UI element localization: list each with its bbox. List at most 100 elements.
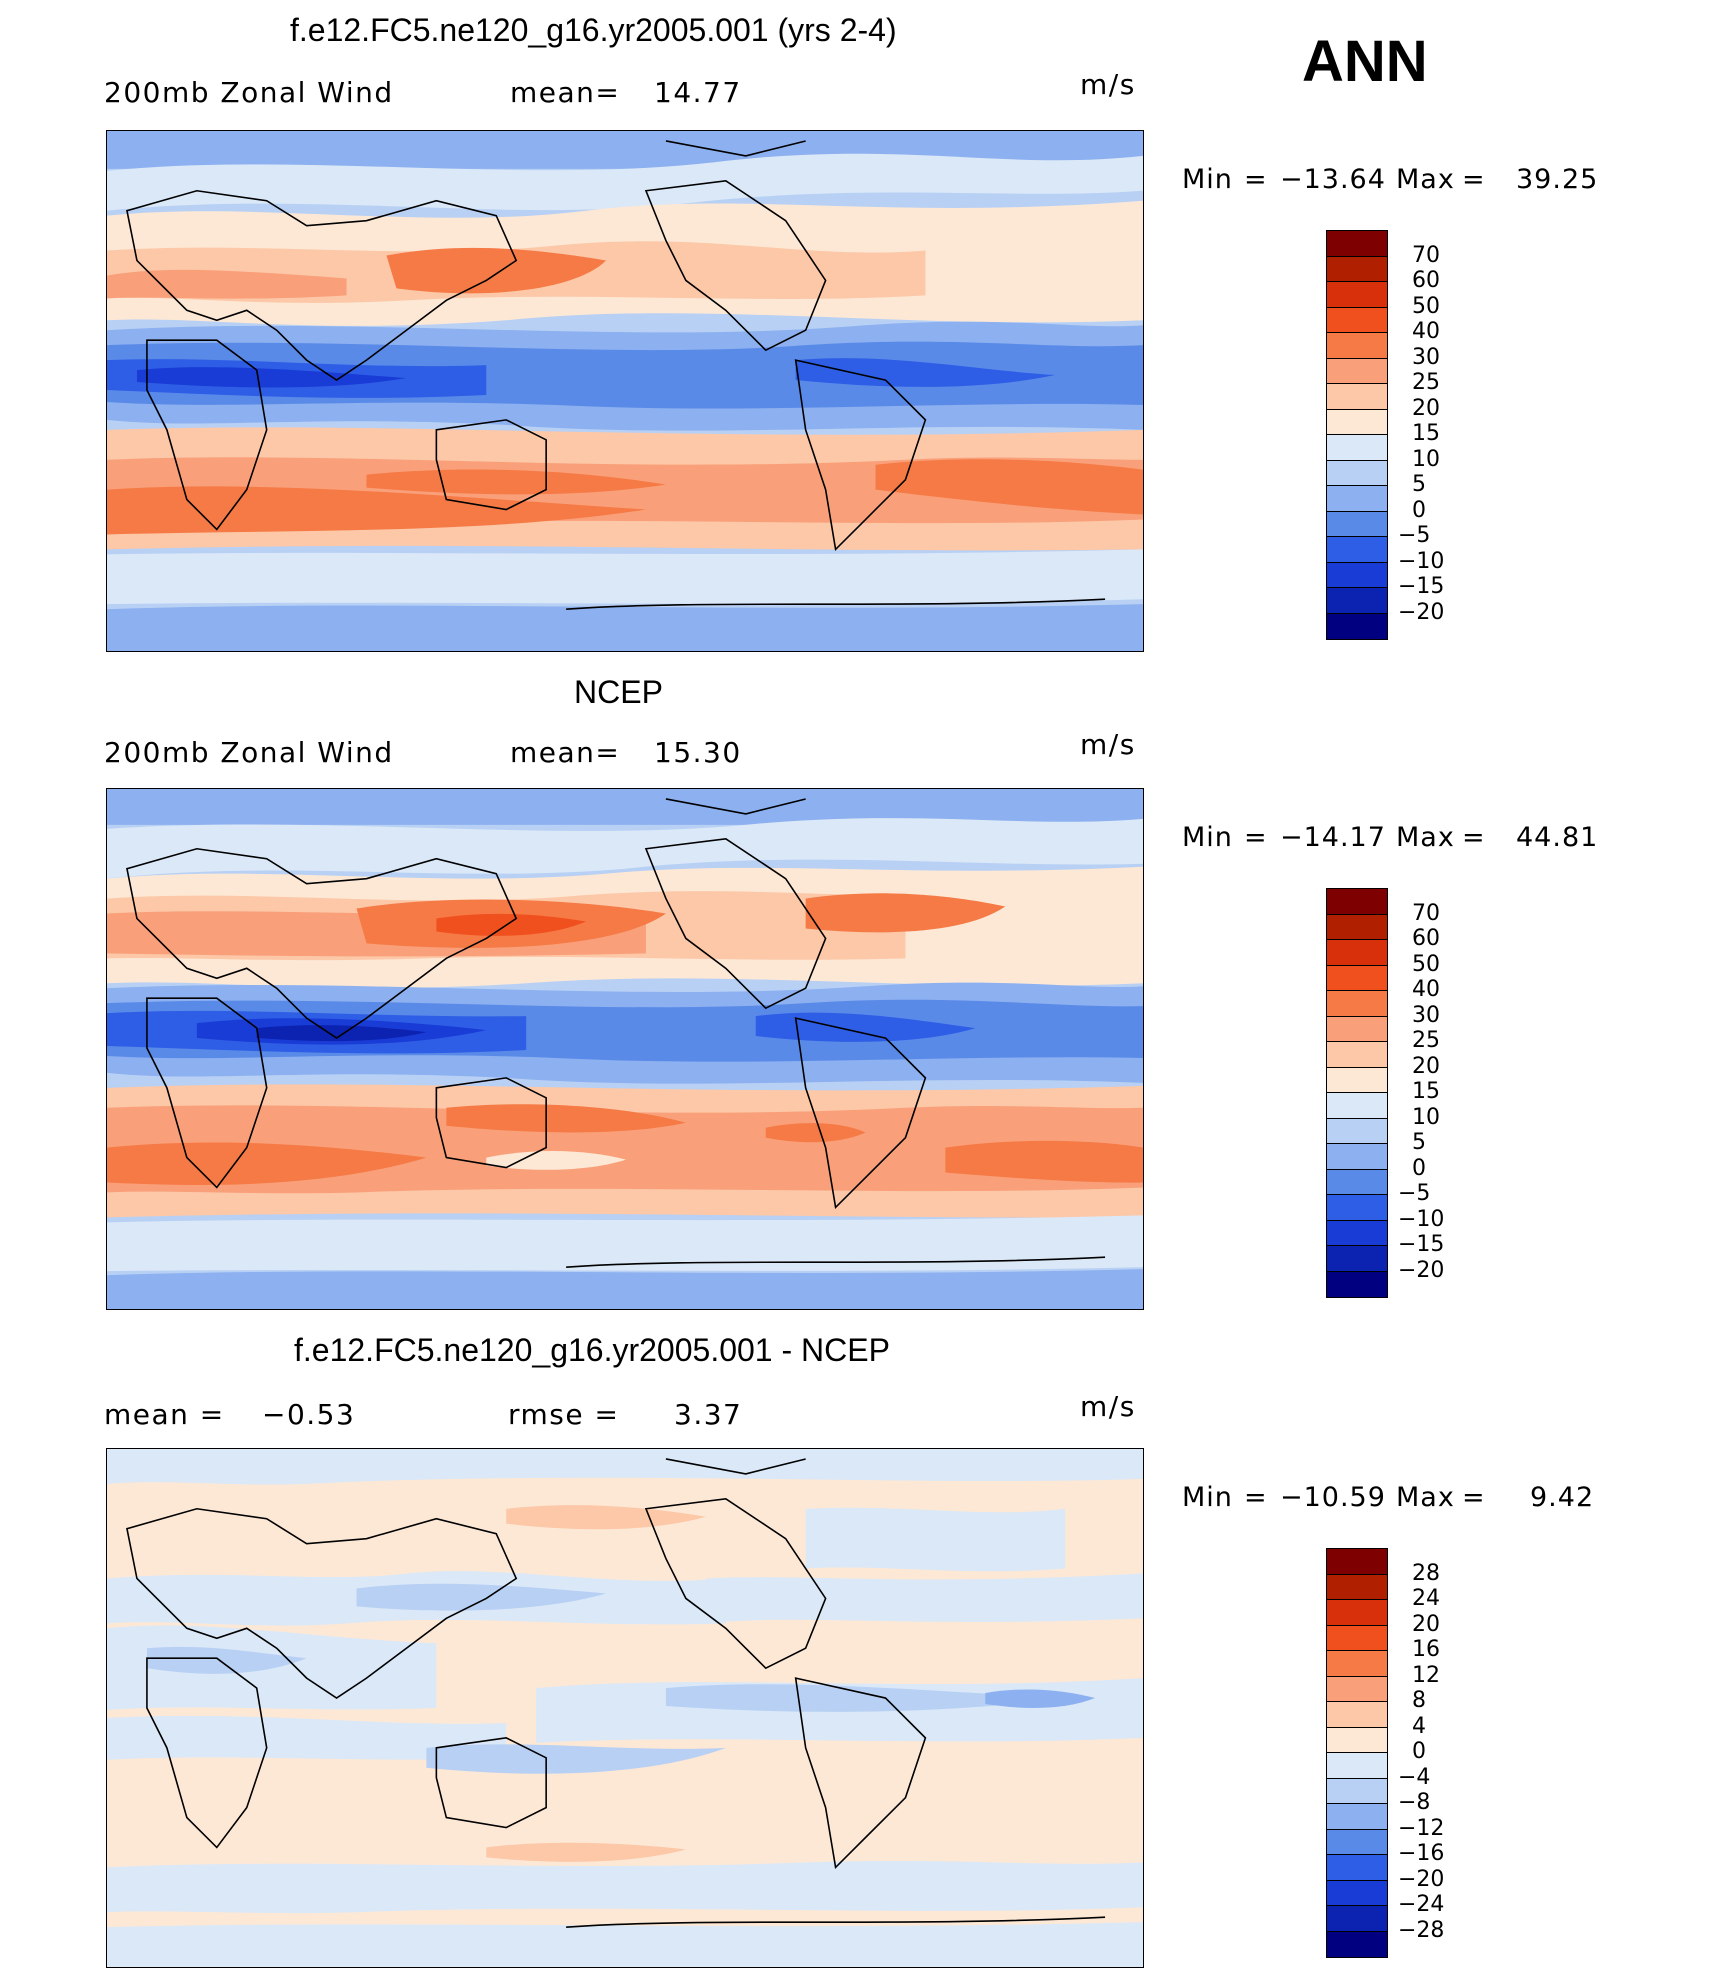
panel3-max-value: 9.42 [1530, 1482, 1595, 1513]
panel1-min-label: Min [1182, 164, 1233, 195]
colorbar-swatch [1327, 1042, 1387, 1068]
panel1-eq1: = [1244, 164, 1268, 195]
colorbar-tick-label: 0 [1412, 1155, 1426, 1181]
colorbar-swatch [1327, 1829, 1387, 1855]
colorbar-swatch [1327, 537, 1387, 563]
panel2-min-label: Min [1182, 822, 1233, 853]
panel1-colorbar [1326, 230, 1388, 640]
panel1-units: m/s [1080, 68, 1136, 101]
colorbar-swatch [1327, 1574, 1387, 1600]
colorbar-swatch [1327, 1220, 1387, 1246]
colorbar-tick-label: −10 [1398, 548, 1445, 574]
colorbar-tick-label: 8 [1412, 1688, 1426, 1713]
season-label: ANN [1302, 29, 1428, 94]
panel2-colorbar [1326, 888, 1388, 1298]
colorbar-tick-label: 12 [1412, 1662, 1440, 1688]
colorbar-tick-label: 70 [1412, 242, 1440, 268]
colorbar-swatch [1327, 991, 1387, 1017]
panel3-title: f.e12.FC5.ne120_g16.yr2005.001 - NCEP [294, 1332, 890, 1368]
colorbar-tick-label: −4 [1398, 1764, 1431, 1790]
colorbar-swatch [1327, 511, 1387, 537]
colorbar-tick-label: 40 [1412, 319, 1440, 344]
colorbar-tick-label: 20 [1412, 395, 1440, 421]
panel3-max-label: Max [1396, 1482, 1455, 1513]
colorbar-swatch [1327, 1702, 1387, 1728]
colorbar-tick-label: 5 [1412, 1130, 1426, 1155]
colorbar-swatch [1327, 1778, 1387, 1804]
colorbar-tick-label: −15 [1398, 1232, 1445, 1257]
colorbar-tick-label: −10 [1398, 1206, 1445, 1232]
panel2-mean-value: 15.30 [654, 736, 742, 769]
panel1-colorbar-ticks: 70 60 50 40 30 25 20 15 10 5 0 −5 −10 −15 −20 [1398, 230, 1478, 640]
colorbar-swatch [1327, 1169, 1387, 1195]
colorbar-swatch [1327, 1651, 1387, 1677]
colorbar-swatch [1327, 1727, 1387, 1753]
colorbar-swatch [1327, 1067, 1387, 1093]
panel2-coastlines [126, 798, 1106, 1268]
colorbar-swatch [1327, 940, 1387, 966]
colorbar-swatch [1327, 1880, 1387, 1906]
panel2-contour-field [107, 789, 1143, 1309]
colorbar-tick-label: 25 [1412, 370, 1440, 395]
panel2-colorbar-ticks: 70 60 50 40 30 25 20 15 10 5 0 −5 −10 −15 −20 [1398, 888, 1478, 1298]
colorbar-swatch [1327, 562, 1387, 588]
panel2-map [106, 788, 1144, 1310]
colorbar-swatch [1327, 358, 1387, 384]
colorbar-swatch [1327, 1016, 1387, 1042]
panel1-variable-label: 200mb Zonal Wind [104, 76, 394, 109]
colorbar-tick-label: 60 [1412, 926, 1440, 951]
colorbar-swatch [1327, 1753, 1387, 1779]
colorbar-tick-label: −15 [1398, 574, 1445, 599]
colorbar-swatch [1327, 486, 1387, 512]
colorbar-tick-label: 0 [1412, 1739, 1426, 1764]
colorbar-swatch [1327, 282, 1387, 308]
panel2-max-value: 44.81 [1516, 822, 1599, 853]
colorbar-tick-label: 40 [1412, 977, 1440, 1002]
colorbar-tick-label: 4 [1412, 1713, 1426, 1739]
panel1-map [106, 130, 1144, 652]
colorbar-tick-label: −28 [1398, 1917, 1445, 1943]
colorbar-tick-label: −5 [1398, 1181, 1431, 1206]
colorbar-swatch [1327, 333, 1387, 359]
colorbar-tick-label: 20 [1412, 1053, 1440, 1079]
colorbar-swatch [1327, 1625, 1387, 1651]
panel3-eq1: = [1244, 1482, 1268, 1513]
colorbar-tick-label: 70 [1412, 900, 1440, 926]
panel3-eq2: = [1462, 1482, 1486, 1513]
panel2-mean-label: mean= [510, 736, 621, 769]
colorbar-tick-label: 10 [1412, 1104, 1440, 1130]
colorbar-swatch [1327, 231, 1387, 257]
colorbar-tick-label: −16 [1398, 1841, 1445, 1866]
panel3-min-label: Min [1182, 1482, 1233, 1513]
colorbar-swatch [1327, 1906, 1387, 1932]
panel1-mean-value: 14.77 [654, 76, 742, 109]
colorbar-swatch [1327, 1931, 1387, 1957]
panel2-units: m/s [1080, 728, 1136, 761]
colorbar-swatch [1327, 914, 1387, 940]
panel2-variable-label: 200mb Zonal Wind [104, 736, 394, 769]
panel1-contour-field [107, 131, 1143, 651]
panel2-eq1: = [1244, 822, 1268, 853]
colorbar-tick-label: −20 [1398, 1257, 1445, 1283]
colorbar-swatch [1327, 1549, 1387, 1575]
colorbar-swatch [1327, 1676, 1387, 1702]
colorbar-tick-label: 50 [1412, 951, 1440, 977]
panel3-units: m/s [1080, 1390, 1136, 1423]
colorbar-swatch [1327, 1118, 1387, 1144]
colorbar-swatch [1327, 435, 1387, 461]
colorbar-tick-label: −8 [1398, 1790, 1431, 1815]
colorbar-swatch [1327, 588, 1387, 614]
colorbar-tick-label: 50 [1412, 293, 1440, 319]
colorbar-tick-label: 60 [1412, 268, 1440, 293]
colorbar-tick-label: −24 [1398, 1892, 1445, 1917]
panel3-mean-value: −0.53 [262, 1398, 356, 1431]
colorbar-swatch [1327, 409, 1387, 435]
colorbar-swatch [1327, 965, 1387, 991]
colorbar-swatch [1327, 460, 1387, 486]
colorbar-tick-label: 24 [1412, 1586, 1440, 1611]
panel1-max-label: Max [1396, 164, 1455, 195]
colorbar-tick-label: 25 [1412, 1028, 1440, 1053]
colorbar-swatch [1327, 256, 1387, 282]
colorbar-swatch [1327, 1804, 1387, 1830]
panel3-mean-label: mean = [104, 1398, 225, 1431]
